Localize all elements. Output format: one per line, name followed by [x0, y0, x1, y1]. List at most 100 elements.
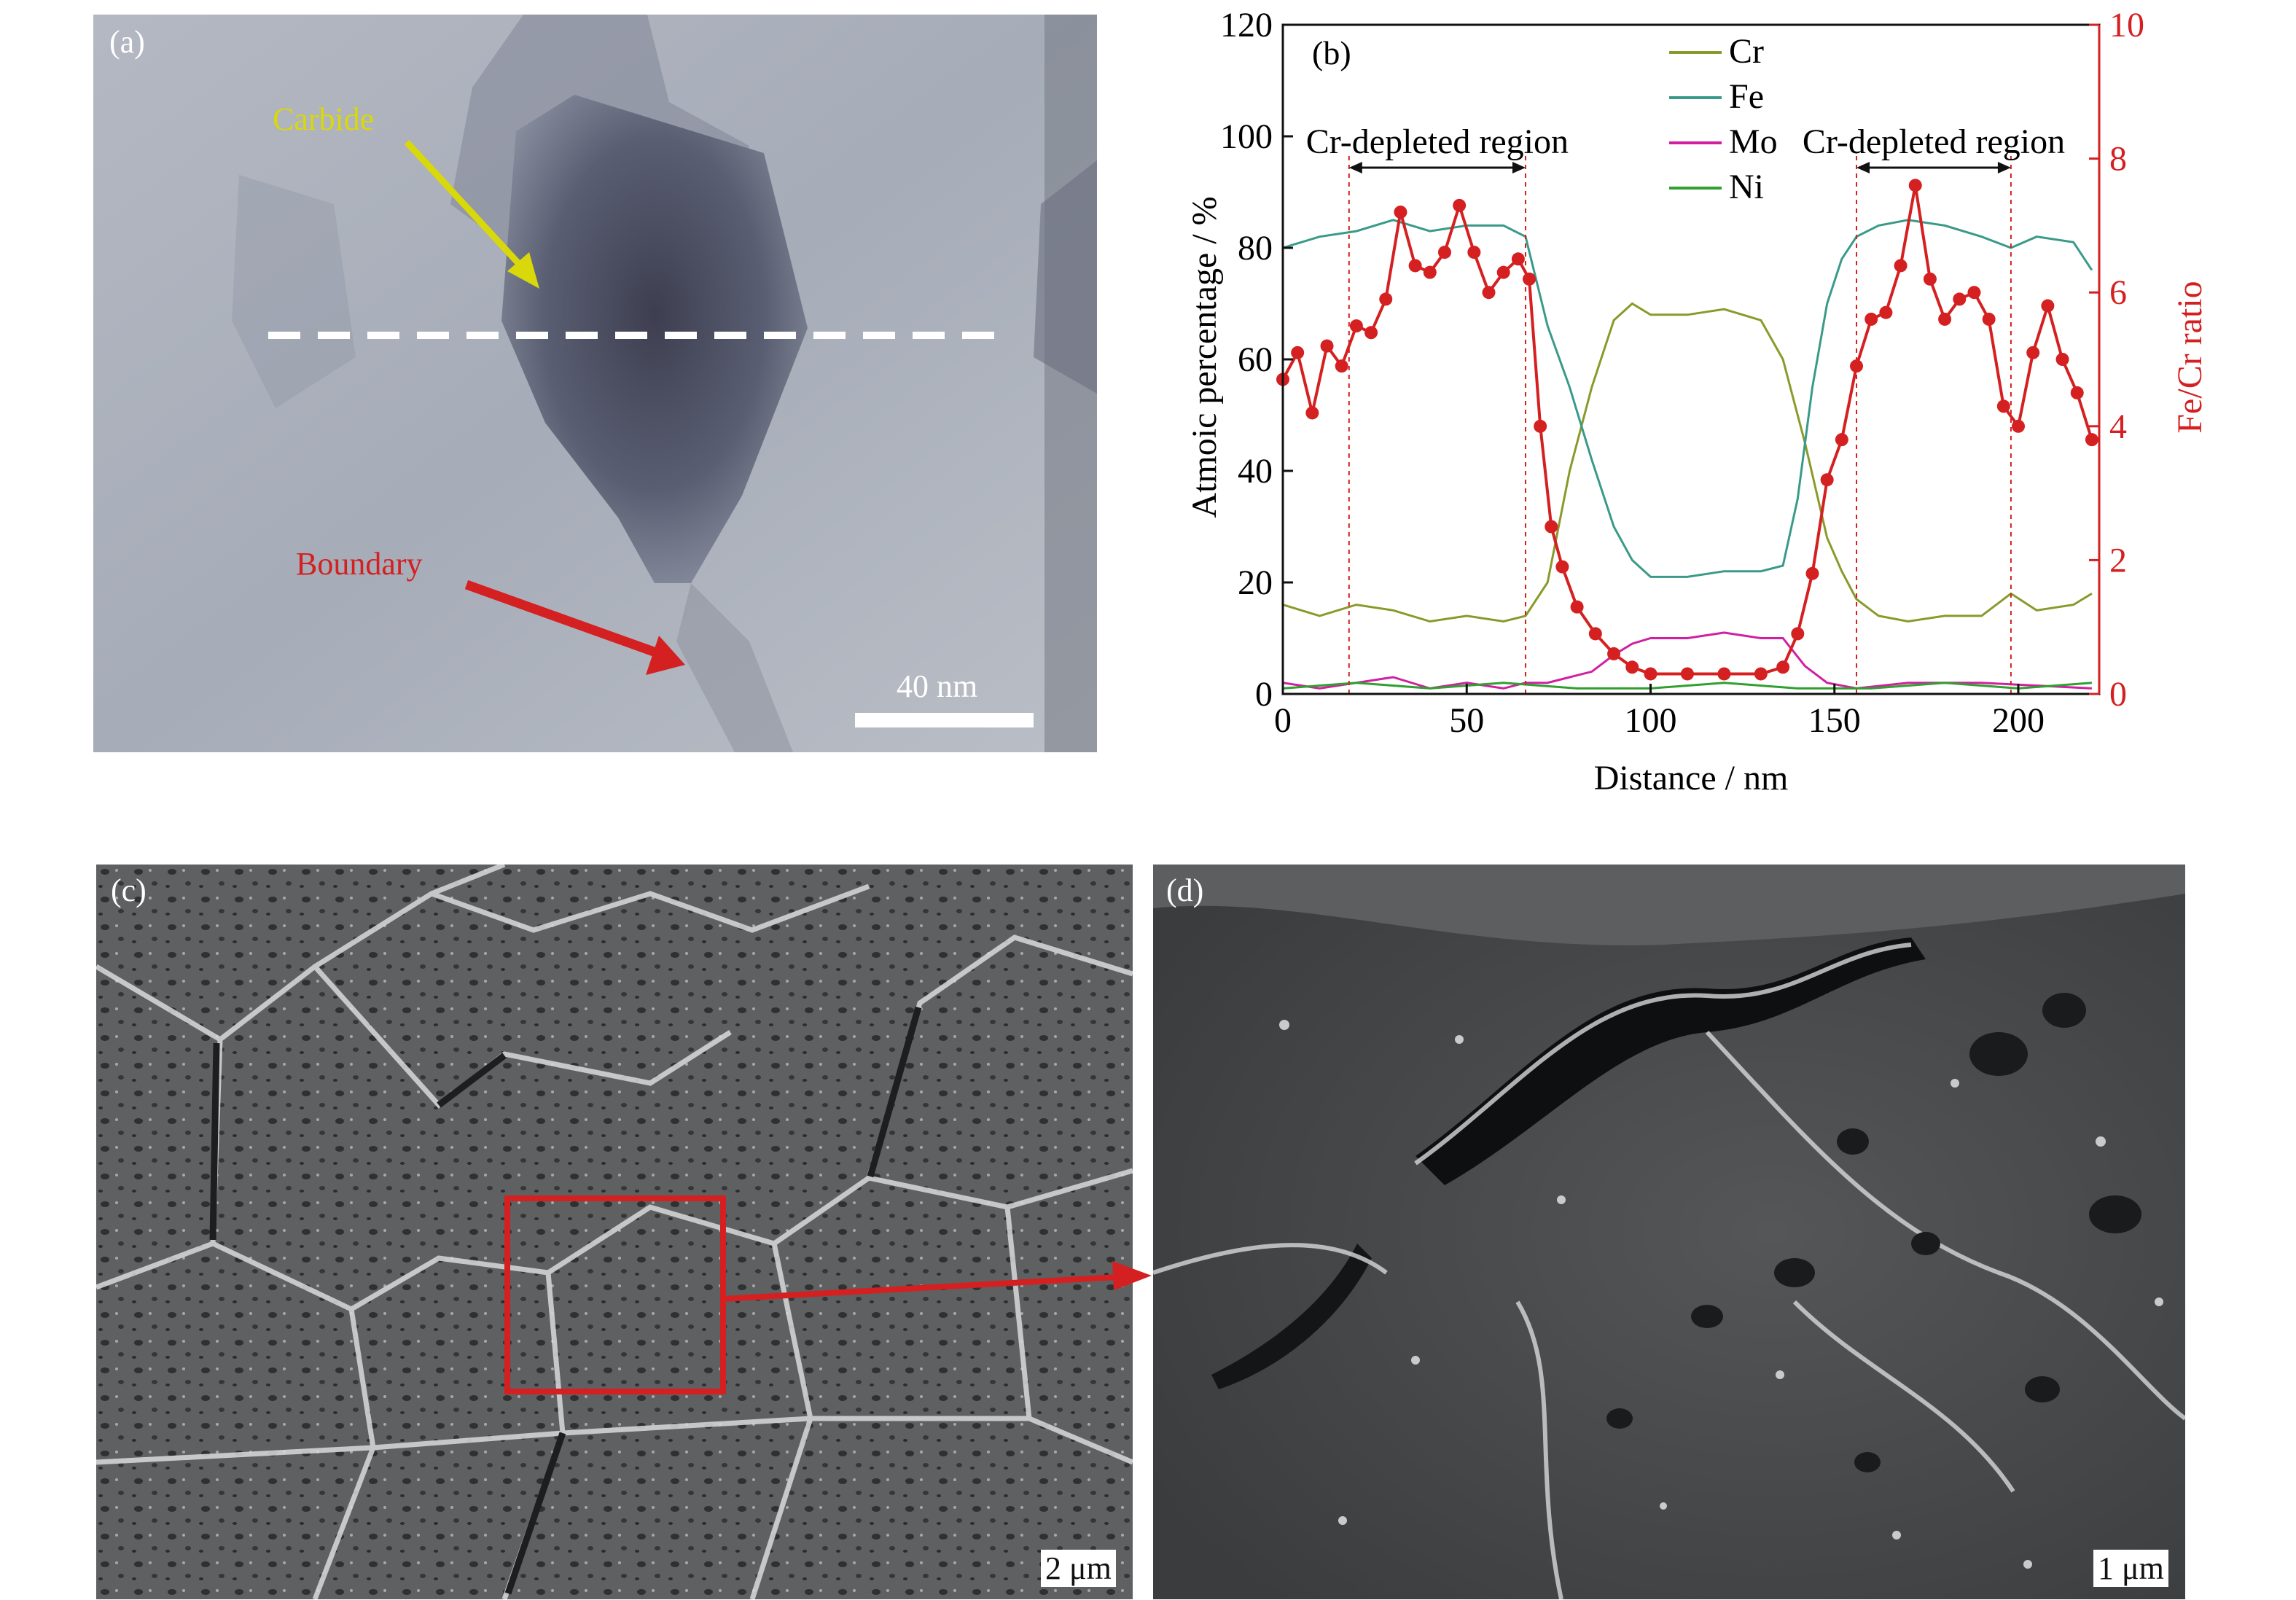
- y-tick-label: 100: [1220, 117, 1273, 156]
- y-tick-label: 0: [1255, 675, 1273, 714]
- region-annotation-label: Cr-depleted region: [1306, 122, 1569, 161]
- fe-cr-point: [1467, 246, 1481, 259]
- zoom-region-box: [504, 1195, 726, 1394]
- fe-cr-point: [1320, 339, 1334, 353]
- fe-cr-point: [2085, 433, 2098, 447]
- fe-cr-point: [1625, 660, 1639, 674]
- series-line-mo: [1282, 631, 2092, 690]
- panel-c-sem-image: 2 μm: [96, 865, 1133, 1599]
- fe-cr-point: [1644, 667, 1657, 681]
- fe-cr-point: [1923, 272, 1937, 286]
- scalebar-a: [855, 713, 1034, 727]
- fe-cr-point: [1835, 433, 1848, 447]
- fe-cr-point: [1555, 560, 1569, 574]
- panel-label-a: (a): [109, 24, 145, 60]
- fe-cr-point: [1894, 259, 1908, 273]
- annotation-arrows: [404, 139, 1034, 727]
- fe-cr-point: [1953, 292, 1967, 306]
- fe-cr-point: [1879, 305, 1893, 319]
- fe-cr-point: [1394, 206, 1407, 219]
- zoom-arrow: [722, 1274, 1117, 1302]
- y-tick-label: 60: [1238, 340, 1273, 379]
- fe-cr-point: [1335, 359, 1348, 373]
- fe-cr-point: [2041, 299, 2055, 313]
- fe-cr-point: [1791, 627, 1805, 641]
- y2-tick-label: 6: [2109, 273, 2127, 312]
- fe-cr-point: [1820, 473, 1834, 487]
- y-axis-label: Atmoic percentage / %: [1185, 196, 1224, 518]
- y2-tick-label: 10: [2109, 6, 2144, 44]
- fe-cr-point: [1437, 246, 1451, 259]
- y2-tick-label: 4: [2109, 407, 2127, 446]
- boundary-label: Boundary: [296, 546, 423, 582]
- fe-cr-point: [1511, 252, 1525, 266]
- fe-cr-point: [1379, 292, 1393, 306]
- fe-cr-point: [2055, 353, 2069, 366]
- carbide-label: Carbide: [273, 101, 375, 137]
- fe-cr-point: [1908, 179, 1922, 192]
- fe-cr-point: [2012, 419, 2026, 433]
- fe-cr-point: [1453, 198, 1467, 212]
- fe-cr-point: [1545, 520, 1558, 534]
- region-arrow-head-left: [1348, 162, 1362, 173]
- region-arrow-head-right: [1512, 162, 1526, 173]
- x-tick-label: 0: [1274, 701, 1292, 740]
- fe-cr-point: [1482, 286, 1496, 300]
- panel-label-d: (d): [1166, 873, 1204, 908]
- scalebar-label-c: 2 μm: [1041, 1550, 1116, 1587]
- fe-cr-point: [2026, 346, 2040, 359]
- region-annotation-label: Cr-depleted region: [1803, 122, 2065, 161]
- fe-cr-point: [1305, 406, 1319, 420]
- panel-label-c: (c): [111, 873, 147, 908]
- y2-tick-label: 0: [2109, 675, 2127, 714]
- x-axis-label: Distance / nm: [1594, 759, 1789, 797]
- tem-micrograph: [93, 15, 1097, 752]
- zoom-arrow-head: [1112, 1261, 1152, 1290]
- fe-cr-point: [1967, 286, 1981, 300]
- y2-axis-label: Fe/Cr ratio: [2171, 281, 2209, 433]
- region-arrow-head-left: [1856, 162, 1870, 173]
- y-tick-label: 20: [1238, 563, 1273, 602]
- boundary-arrow-head: [646, 636, 685, 675]
- legend-entry: Fe: [1729, 77, 1764, 116]
- x-tick-label: 100: [1625, 701, 1677, 740]
- carbide-arrow-head: [507, 252, 539, 289]
- sem-micrograph-high-mag: [1153, 865, 2185, 1599]
- region-arrow-head-right: [1997, 162, 2011, 173]
- fe-cr-point: [1938, 312, 1952, 326]
- y-tick-label: 120: [1220, 6, 1273, 44]
- boundary-arrow: [464, 579, 664, 660]
- fe-cr-point: [1423, 265, 1437, 279]
- fe-cr-point: [1349, 319, 1363, 333]
- fe-cr-point: [2070, 386, 2084, 399]
- fe-cr-point: [1864, 312, 1878, 326]
- fe-cr-point: [1534, 419, 1547, 433]
- fe-cr-point: [1364, 326, 1378, 340]
- fe-cr-point: [1496, 265, 1510, 279]
- fe-cr-point: [1607, 647, 1621, 660]
- fe-cr-point: [1776, 660, 1790, 674]
- fe-cr-point: [1570, 600, 1584, 614]
- fe-cr-point: [1982, 312, 1996, 326]
- x-tick-label: 50: [1449, 701, 1484, 740]
- legend-entry: Mo: [1729, 122, 1778, 161]
- fe-cr-point: [1805, 566, 1819, 580]
- legend-entry: Cr: [1729, 32, 1764, 71]
- y-tick-label: 40: [1238, 452, 1273, 491]
- fe-cr-point: [1680, 667, 1694, 681]
- sem-micrograph-low-mag: [96, 865, 1133, 1599]
- panel-d-sem-image: (d) 1 μm: [1153, 865, 2185, 1599]
- legend-entry: Ni: [1729, 168, 1764, 206]
- x-tick-label: 150: [1808, 701, 1861, 740]
- y-tick-label: 80: [1238, 229, 1273, 268]
- fe-cr-point: [1996, 399, 2010, 413]
- panel-label-b: (b): [1312, 34, 1351, 71]
- fe-cr-point: [1291, 346, 1305, 359]
- fe-cr-point: [1588, 627, 1602, 641]
- scalebar-label-a: 40 nm: [897, 668, 978, 704]
- series-line-ni: [1282, 682, 2093, 690]
- fe-cr-point: [1408, 259, 1422, 273]
- fe-cr-point: [1754, 667, 1768, 681]
- series-line-cr: [1282, 302, 2093, 623]
